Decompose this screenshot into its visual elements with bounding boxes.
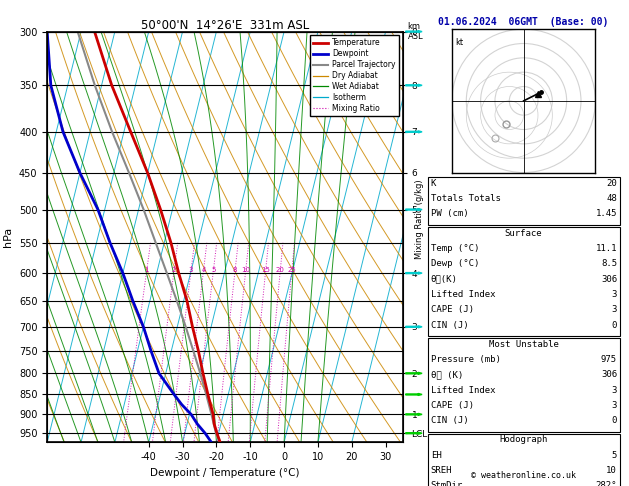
Text: CIN (J): CIN (J) xyxy=(431,320,469,330)
Text: Pressure (mb): Pressure (mb) xyxy=(431,355,501,364)
Text: 11.1: 11.1 xyxy=(596,244,617,253)
Text: StmDir: StmDir xyxy=(431,481,463,486)
Text: 48: 48 xyxy=(606,194,617,203)
Text: 306: 306 xyxy=(601,370,617,380)
Text: Mixing Ratio (g/kg): Mixing Ratio (g/kg) xyxy=(415,179,424,259)
Text: Surface: Surface xyxy=(505,229,542,238)
Text: Most Unstable: Most Unstable xyxy=(489,340,559,349)
Text: 282°: 282° xyxy=(596,481,617,486)
Text: 3: 3 xyxy=(611,290,617,299)
Text: 975: 975 xyxy=(601,355,617,364)
Text: 5: 5 xyxy=(611,451,617,460)
Text: 3: 3 xyxy=(611,305,617,314)
Text: 3: 3 xyxy=(189,267,193,273)
Text: Lifted Index: Lifted Index xyxy=(431,386,496,395)
Text: kt: kt xyxy=(455,38,463,47)
Text: Hodograph: Hodograph xyxy=(499,435,548,445)
Text: 5: 5 xyxy=(211,267,216,273)
Text: 8: 8 xyxy=(233,267,237,273)
Text: EH: EH xyxy=(431,451,442,460)
Text: © weatheronline.co.uk: © weatheronline.co.uk xyxy=(471,471,576,480)
Text: 10: 10 xyxy=(606,466,617,475)
Text: CIN (J): CIN (J) xyxy=(431,416,469,425)
Text: 2: 2 xyxy=(172,267,176,273)
Text: CAPE (J): CAPE (J) xyxy=(431,305,474,314)
Text: 01.06.2024  06GMT  (Base: 00): 01.06.2024 06GMT (Base: 00) xyxy=(438,17,609,27)
Text: 0: 0 xyxy=(611,416,617,425)
Text: Totals Totals: Totals Totals xyxy=(431,194,501,203)
X-axis label: Dewpoint / Temperature (°C): Dewpoint / Temperature (°C) xyxy=(150,468,299,478)
Text: 3: 3 xyxy=(611,386,617,395)
Y-axis label: hPa: hPa xyxy=(3,227,13,247)
Text: SREH: SREH xyxy=(431,466,452,475)
Text: 1: 1 xyxy=(145,267,149,273)
Text: θᴇ(K): θᴇ(K) xyxy=(431,275,458,284)
Text: 1.45: 1.45 xyxy=(596,209,617,219)
Text: km
ASL: km ASL xyxy=(408,22,423,41)
Text: Temp (°C): Temp (°C) xyxy=(431,244,479,253)
Text: CAPE (J): CAPE (J) xyxy=(431,401,474,410)
Text: 25: 25 xyxy=(287,267,296,273)
Text: 0: 0 xyxy=(611,320,617,330)
Text: 20: 20 xyxy=(276,267,285,273)
Text: K: K xyxy=(431,179,437,188)
Text: 20: 20 xyxy=(606,179,617,188)
Text: Lifted Index: Lifted Index xyxy=(431,290,496,299)
Text: 15: 15 xyxy=(261,267,270,273)
Text: 4: 4 xyxy=(201,267,206,273)
Text: 306: 306 xyxy=(601,275,617,284)
Text: 8.5: 8.5 xyxy=(601,260,617,268)
Text: PW (cm): PW (cm) xyxy=(431,209,469,219)
Text: 10: 10 xyxy=(242,267,250,273)
Title: 50°00'N  14°26'E  331m ASL: 50°00'N 14°26'E 331m ASL xyxy=(141,18,309,32)
Text: θᴇ (K): θᴇ (K) xyxy=(431,370,463,380)
Text: Dewp (°C): Dewp (°C) xyxy=(431,260,479,268)
Text: 3: 3 xyxy=(611,401,617,410)
Legend: Temperature, Dewpoint, Parcel Trajectory, Dry Adiabat, Wet Adiabat, Isotherm, Mi: Temperature, Dewpoint, Parcel Trajectory… xyxy=(310,35,399,116)
